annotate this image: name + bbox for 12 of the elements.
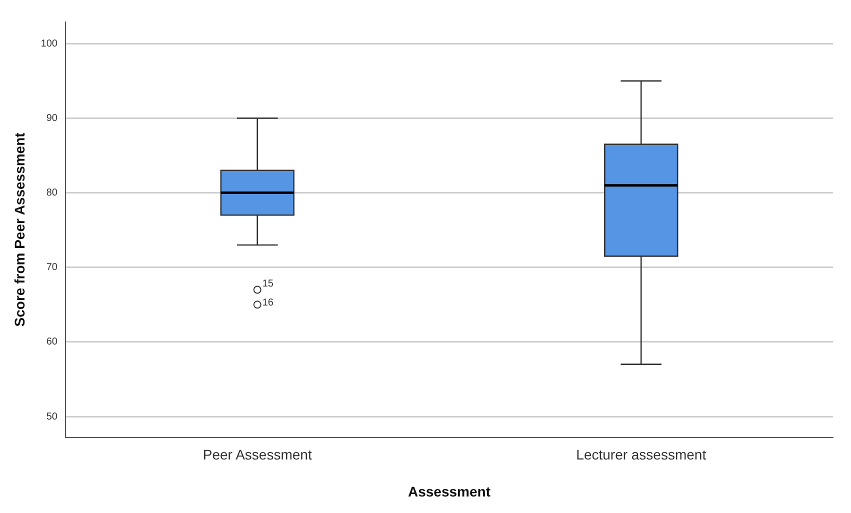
y-tick-label: 100 <box>40 38 58 50</box>
y-tick-label: 80 <box>46 188 58 199</box>
y-axis-title: Score from Peer Assessment <box>11 132 28 327</box>
annotation: 16 <box>262 297 274 308</box>
x-tick-label: Peer Assessment <box>202 446 312 463</box>
x-axis-title: Assessment <box>408 483 491 500</box>
annotation: 15 <box>262 278 274 290</box>
y-tick-label: 90 <box>46 112 58 124</box>
x-tick-label: Lecturer assessment <box>576 446 706 463</box>
y-tick-label: 60 <box>46 336 58 348</box>
y-tick-label: 50 <box>46 411 58 422</box>
y-tick-label: 70 <box>46 262 58 274</box>
